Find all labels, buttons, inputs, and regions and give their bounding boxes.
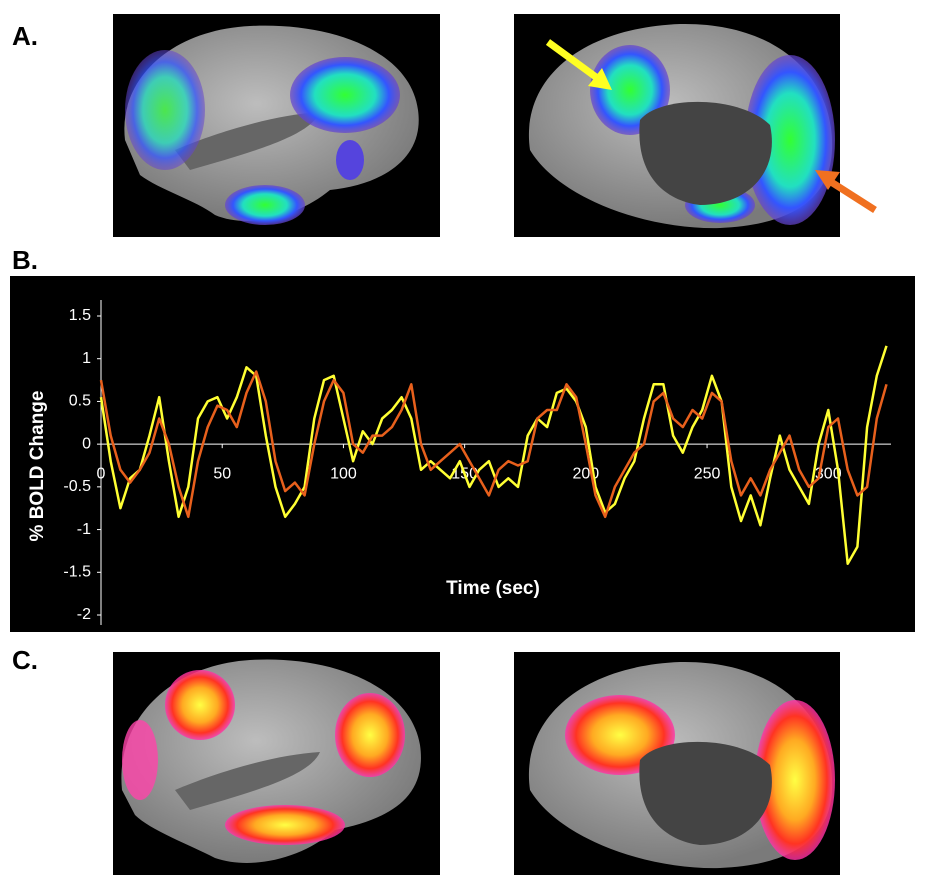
- y-tick-label: 1.5: [69, 307, 91, 324]
- x-tick-label: 300: [815, 465, 842, 482]
- y-tick-label: -1.5: [63, 564, 91, 581]
- line-series: [99, 370, 888, 519]
- x-tick-label: 0: [97, 465, 106, 482]
- y-tick-label: 1: [82, 350, 91, 367]
- x-tick-label: 100: [330, 465, 357, 482]
- y-tick-label: -1: [77, 521, 91, 538]
- y-tick-label: -2: [77, 606, 91, 623]
- panel-label: A.: [12, 21, 38, 51]
- x-tick-label: 50: [213, 465, 231, 482]
- y-tick-label: 0.5: [69, 393, 91, 410]
- x-tick-label: 250: [694, 465, 721, 482]
- brain-image: [113, 652, 440, 875]
- y-axis-label: % BOLD Change: [27, 391, 48, 542]
- y-tick-label: 0: [82, 435, 91, 452]
- x-axis-label: Time (sec): [446, 578, 540, 599]
- brain-image: [514, 14, 877, 237]
- line-series: [99, 345, 888, 565]
- panel-label: C.: [12, 645, 38, 675]
- panel-label: B.: [12, 245, 38, 275]
- y-tick-label: -0.5: [63, 478, 91, 495]
- chart-background: [10, 276, 915, 632]
- brain-image: [514, 652, 840, 875]
- chart: Time (sec) % BOLD Change 1.5 1 0.5 0 -0.5 -1 -…: [27, 300, 891, 625]
- brain-image: [113, 14, 440, 237]
